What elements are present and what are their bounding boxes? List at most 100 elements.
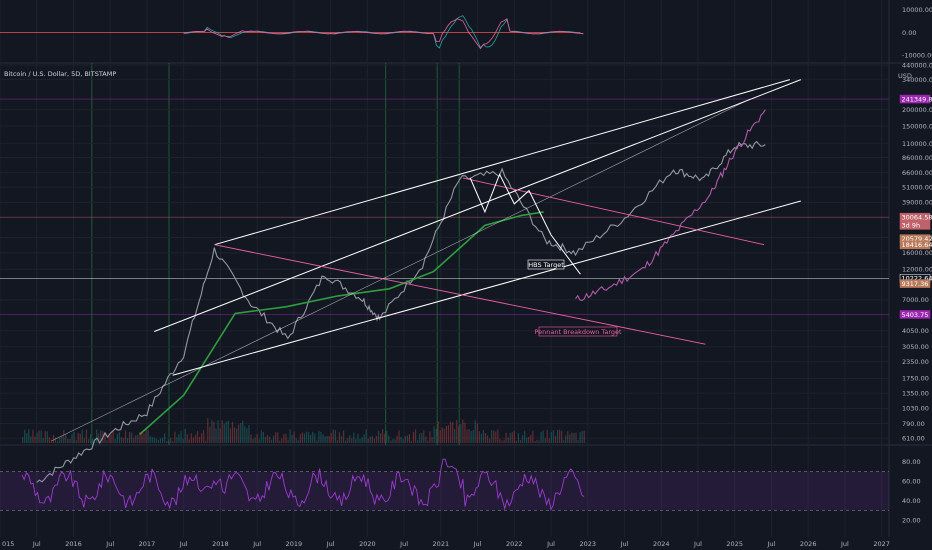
volume-bar bbox=[375, 436, 378, 443]
volume-bar bbox=[575, 432, 577, 443]
volume-bar bbox=[48, 437, 50, 443]
volume-bar bbox=[579, 432, 581, 443]
osc-signal-line bbox=[183, 18, 584, 50]
volume-bar bbox=[484, 433, 487, 443]
volume-bar bbox=[353, 432, 355, 443]
volume-bar bbox=[270, 439, 273, 443]
price-series-projection bbox=[575, 109, 766, 302]
volume-bar bbox=[42, 438, 44, 443]
volume-bar bbox=[468, 428, 470, 443]
volume-bar bbox=[221, 420, 223, 443]
price-panel[interactable] bbox=[0, 79, 889, 483]
volume-bar bbox=[478, 431, 480, 443]
volume-bar bbox=[355, 438, 357, 443]
volume-bar bbox=[515, 440, 517, 443]
x-tick-label: 2020 bbox=[359, 540, 376, 548]
volume-bar bbox=[217, 420, 219, 443]
volume-bar bbox=[59, 437, 61, 443]
x-tick-label: Jul bbox=[693, 540, 702, 548]
price-label: 18416.64 bbox=[899, 240, 932, 249]
volume-bar bbox=[534, 440, 536, 443]
volume-bar bbox=[22, 437, 24, 443]
y-tick-label: 12000.00 bbox=[902, 266, 932, 274]
volume-bar bbox=[581, 430, 583, 443]
trend-long bbox=[51, 99, 750, 442]
volume-bar bbox=[266, 434, 269, 443]
volume-bar bbox=[277, 432, 279, 443]
y-tick-label: 16000.00 bbox=[902, 249, 932, 257]
volume-bar bbox=[104, 433, 106, 443]
volume-bar bbox=[439, 430, 441, 443]
volume-bar bbox=[456, 419, 458, 443]
volume-bar bbox=[293, 431, 295, 443]
volume-bar bbox=[124, 430, 127, 443]
volume-bar bbox=[394, 439, 396, 443]
y-tick-label: 610.00 bbox=[902, 434, 925, 442]
volume-bar bbox=[536, 439, 538, 443]
volume-bar bbox=[305, 431, 308, 443]
volume-bar bbox=[431, 437, 433, 443]
volume-bar bbox=[583, 430, 585, 443]
volume-bar bbox=[260, 430, 262, 443]
volume-bar bbox=[497, 429, 499, 443]
rsi-panel[interactable] bbox=[0, 458, 889, 511]
volume-bar bbox=[227, 421, 229, 443]
volume-bar bbox=[157, 440, 160, 443]
volume-bar bbox=[63, 429, 65, 443]
volume-bar bbox=[563, 440, 565, 443]
volume-bar bbox=[373, 438, 376, 443]
volume-bar bbox=[491, 429, 493, 443]
volume-bar bbox=[143, 433, 145, 443]
channel-upper-long bbox=[154, 79, 802, 332]
volume-bar bbox=[486, 435, 489, 443]
volume-bar bbox=[396, 435, 398, 443]
volume-bar bbox=[449, 421, 452, 443]
volume-bar bbox=[50, 439, 53, 443]
x-tick-label: 2025 bbox=[726, 540, 743, 548]
volume-bar bbox=[108, 435, 110, 443]
volume-bar bbox=[215, 428, 217, 443]
volume-bar bbox=[85, 429, 88, 443]
volume-bar bbox=[71, 434, 73, 443]
volume-bar bbox=[299, 434, 301, 443]
volume-bar bbox=[87, 439, 90, 443]
volume-bar bbox=[532, 430, 534, 443]
volume-bar bbox=[126, 438, 129, 443]
osc-tick-label: -10000.00 bbox=[902, 52, 932, 60]
volume-bar bbox=[402, 438, 404, 443]
volume-bar bbox=[141, 431, 143, 443]
volume-bar bbox=[26, 433, 28, 443]
volume-bar bbox=[558, 429, 561, 443]
volume-bar bbox=[38, 430, 40, 443]
volume-bar bbox=[182, 438, 184, 443]
volume-bar bbox=[458, 426, 460, 443]
volume-bar bbox=[571, 432, 573, 443]
volume-bar bbox=[262, 431, 264, 443]
oscillator-panel[interactable] bbox=[0, 15, 584, 50]
volume-bar bbox=[569, 434, 571, 443]
volume-bar bbox=[425, 436, 427, 443]
volume-bar bbox=[155, 438, 157, 443]
rsi-tick-label: 20.00 bbox=[902, 516, 921, 524]
volume-bar bbox=[201, 433, 203, 443]
volume-bar bbox=[359, 438, 361, 443]
volume-bar bbox=[54, 437, 57, 443]
volume-bar bbox=[264, 436, 266, 443]
volume-bar bbox=[96, 429, 98, 443]
volume-bar bbox=[410, 440, 413, 443]
svg-text:5403.75: 5403.75 bbox=[902, 311, 929, 319]
volume-bar bbox=[250, 434, 252, 443]
volume-bar bbox=[567, 431, 569, 443]
pennant-line bbox=[214, 244, 706, 345]
volume-bar bbox=[441, 427, 443, 443]
volume-bar bbox=[94, 440, 96, 443]
volume-bar bbox=[406, 435, 408, 443]
volume-bar bbox=[180, 430, 182, 443]
volume-bar bbox=[480, 433, 482, 443]
volume-bar bbox=[470, 430, 472, 443]
volume-bar bbox=[509, 432, 511, 443]
volume-bar bbox=[548, 438, 550, 443]
volume-bar bbox=[40, 430, 42, 443]
volume-bar bbox=[147, 429, 149, 443]
